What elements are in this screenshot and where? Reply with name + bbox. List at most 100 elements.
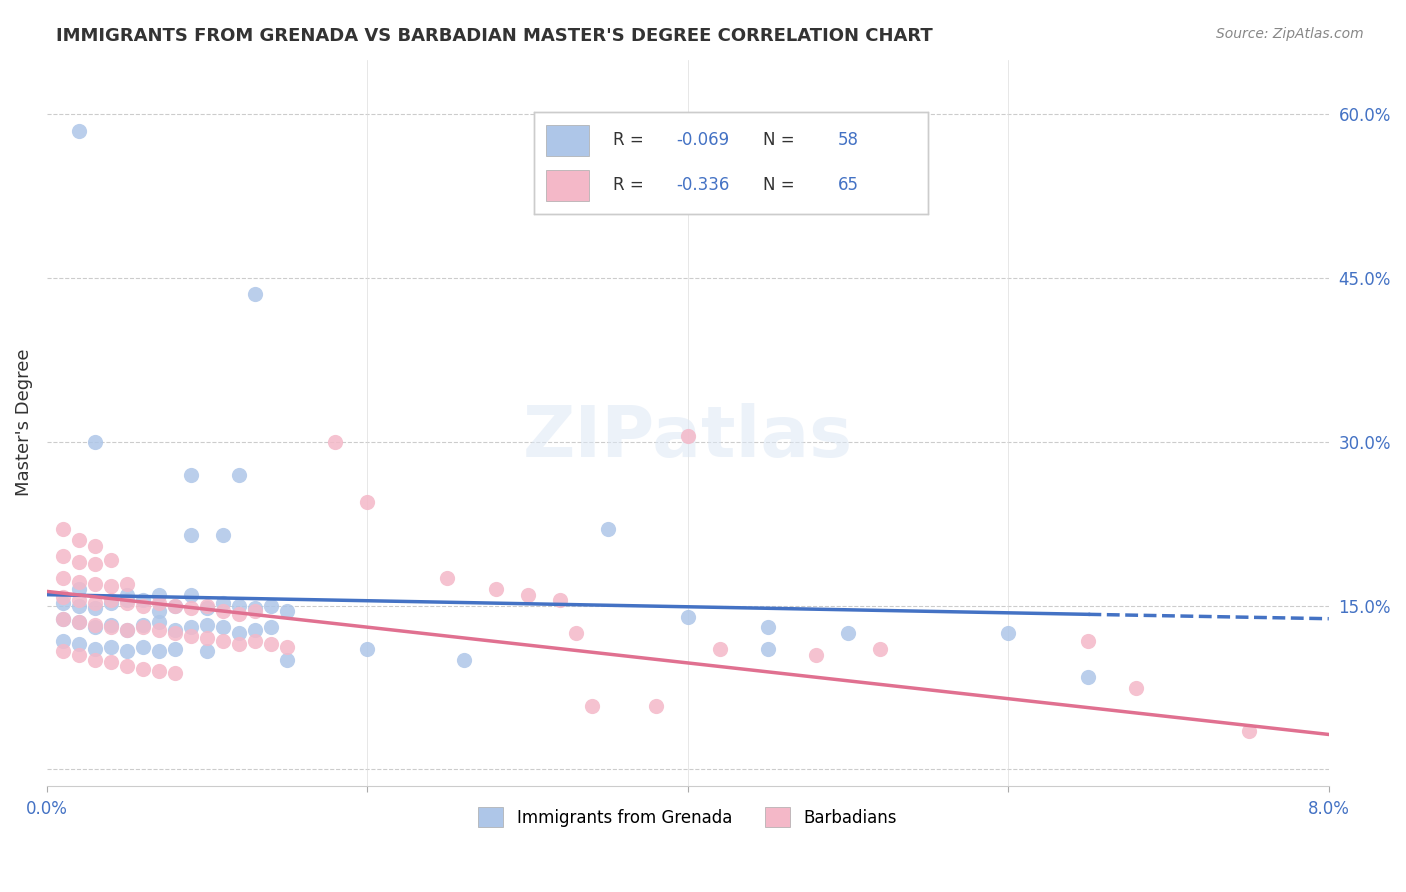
Point bbox=[1125, 681, 1147, 695]
Point bbox=[212, 604, 235, 618]
Point bbox=[84, 557, 107, 571]
Point bbox=[195, 618, 218, 632]
Point bbox=[276, 640, 298, 654]
Point bbox=[84, 434, 107, 449]
Point bbox=[84, 642, 107, 657]
Point bbox=[100, 620, 122, 634]
Point bbox=[1237, 724, 1260, 739]
Point bbox=[356, 642, 378, 657]
FancyBboxPatch shape bbox=[546, 170, 589, 201]
Point bbox=[115, 644, 138, 658]
Point bbox=[132, 640, 155, 654]
Text: N =: N = bbox=[762, 177, 800, 194]
Point bbox=[180, 620, 202, 634]
Point bbox=[676, 609, 699, 624]
Point bbox=[100, 618, 122, 632]
Point bbox=[195, 632, 218, 646]
Point bbox=[228, 599, 250, 613]
Point bbox=[276, 653, 298, 667]
Point bbox=[67, 533, 90, 547]
Point bbox=[132, 662, 155, 676]
Point bbox=[52, 522, 75, 536]
Point bbox=[67, 574, 90, 589]
Point bbox=[869, 642, 891, 657]
Point bbox=[67, 582, 90, 597]
Point bbox=[84, 600, 107, 615]
Legend: Immigrants from Grenada, Barbadians: Immigrants from Grenada, Barbadians bbox=[470, 798, 905, 836]
Point bbox=[804, 648, 827, 662]
Point bbox=[756, 642, 779, 657]
Point bbox=[165, 599, 187, 613]
Point bbox=[148, 596, 170, 610]
Point bbox=[115, 596, 138, 610]
Point bbox=[100, 656, 122, 670]
Point bbox=[52, 549, 75, 564]
Point bbox=[84, 576, 107, 591]
Point bbox=[245, 623, 267, 637]
Point bbox=[516, 588, 538, 602]
Point bbox=[115, 588, 138, 602]
Text: IMMIGRANTS FROM GRENADA VS BARBADIAN MASTER'S DEGREE CORRELATION CHART: IMMIGRANTS FROM GRENADA VS BARBADIAN MAS… bbox=[56, 27, 934, 45]
Point bbox=[180, 588, 202, 602]
Point bbox=[52, 571, 75, 585]
Point bbox=[260, 637, 283, 651]
Point bbox=[115, 576, 138, 591]
Point bbox=[148, 615, 170, 629]
Text: 58: 58 bbox=[838, 131, 859, 149]
Point bbox=[52, 612, 75, 626]
Point bbox=[132, 620, 155, 634]
Point bbox=[52, 612, 75, 626]
Point bbox=[84, 539, 107, 553]
Point bbox=[84, 596, 107, 610]
Point bbox=[484, 582, 506, 597]
Point bbox=[148, 664, 170, 678]
Point bbox=[67, 615, 90, 629]
Point bbox=[436, 571, 458, 585]
Point bbox=[115, 623, 138, 637]
Point bbox=[260, 599, 283, 613]
Text: 0.0%: 0.0% bbox=[25, 800, 67, 818]
Point bbox=[67, 615, 90, 629]
Point bbox=[644, 699, 666, 714]
Text: R =: R = bbox=[613, 177, 650, 194]
Y-axis label: Master's Degree: Master's Degree bbox=[15, 349, 32, 497]
Point bbox=[1077, 633, 1099, 648]
Point bbox=[115, 623, 138, 637]
Point bbox=[180, 467, 202, 482]
Point bbox=[260, 620, 283, 634]
Point bbox=[84, 620, 107, 634]
Point bbox=[165, 599, 187, 613]
Point bbox=[596, 522, 619, 536]
Point bbox=[709, 642, 731, 657]
Point bbox=[148, 588, 170, 602]
Point bbox=[148, 604, 170, 618]
Point bbox=[228, 467, 250, 482]
Text: -0.336: -0.336 bbox=[676, 177, 730, 194]
Point bbox=[564, 626, 586, 640]
Point bbox=[245, 633, 267, 648]
Point bbox=[52, 596, 75, 610]
Point bbox=[100, 579, 122, 593]
Point bbox=[837, 626, 859, 640]
Point bbox=[997, 626, 1019, 640]
Point bbox=[548, 593, 571, 607]
Point bbox=[245, 604, 267, 618]
Point bbox=[67, 637, 90, 651]
Text: R =: R = bbox=[613, 131, 650, 149]
FancyBboxPatch shape bbox=[546, 125, 589, 155]
Point bbox=[195, 644, 218, 658]
Point bbox=[52, 633, 75, 648]
Point bbox=[67, 599, 90, 613]
Point bbox=[132, 599, 155, 613]
Point bbox=[132, 618, 155, 632]
Point bbox=[67, 648, 90, 662]
Point bbox=[228, 607, 250, 622]
Point bbox=[67, 555, 90, 569]
Point bbox=[100, 553, 122, 567]
Point bbox=[228, 637, 250, 651]
Point bbox=[165, 642, 187, 657]
Point bbox=[323, 434, 346, 449]
Text: 65: 65 bbox=[838, 177, 859, 194]
Point bbox=[276, 604, 298, 618]
Point bbox=[148, 623, 170, 637]
